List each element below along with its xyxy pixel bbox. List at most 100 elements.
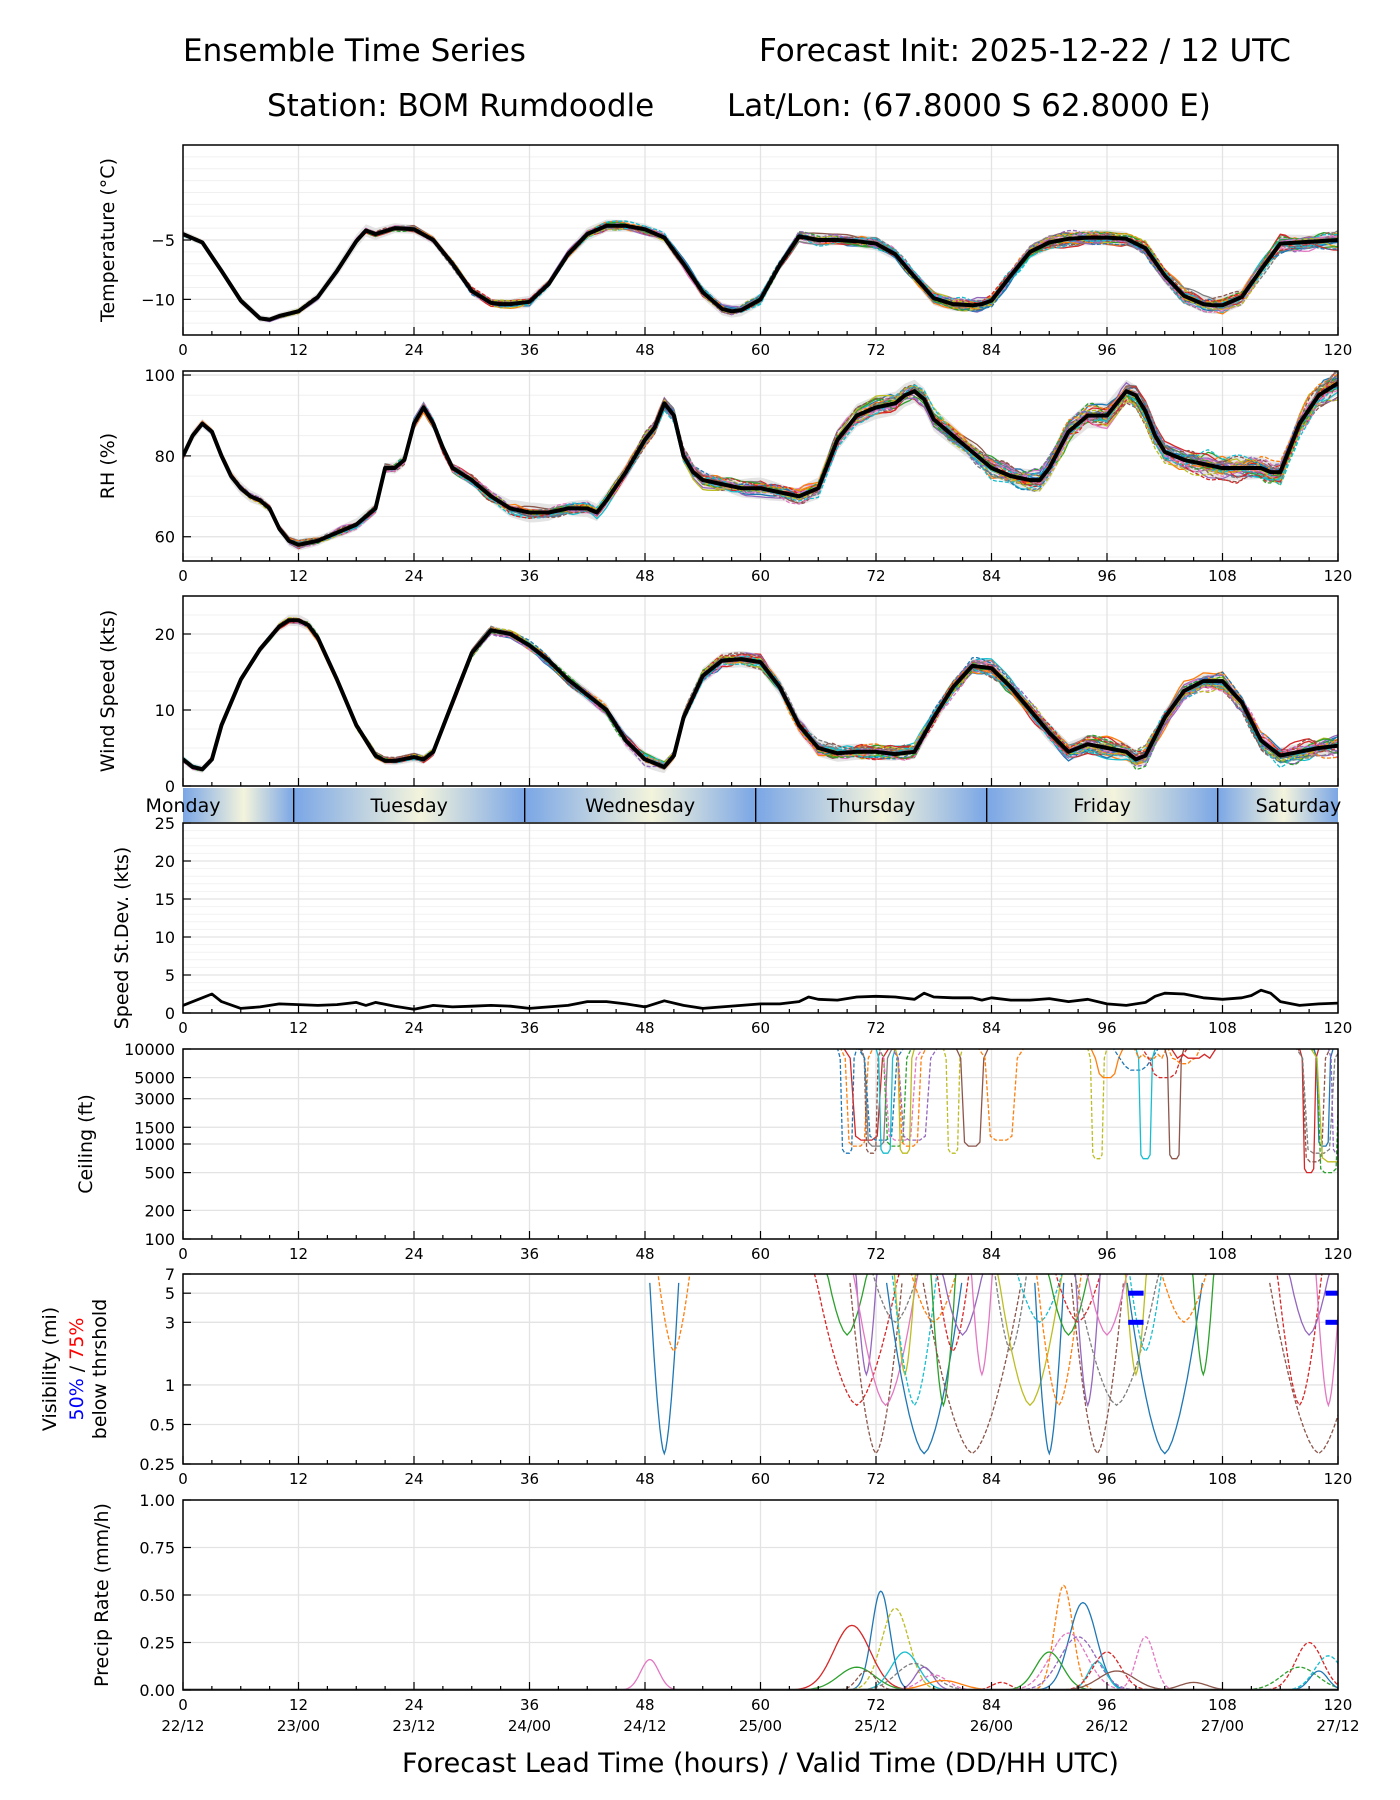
ceiling-member-line — [1090, 1049, 1124, 1079]
visibility-member-line — [826, 1274, 868, 1336]
x-valid-time-label: 23/12 — [392, 1717, 435, 1735]
chart-title: Ensemble Time Series — [183, 33, 526, 69]
y-tick-label: 0 — [165, 777, 175, 796]
x-tick-label: 12 — [289, 1470, 308, 1488]
day-label: Tuesday — [370, 795, 448, 817]
visibility-member-line — [1086, 1274, 1128, 1336]
day-band — [183, 788, 294, 822]
stdev-line — [182, 988, 1339, 1011]
ceiling-member-line — [878, 1049, 912, 1147]
wind_speed-series — [183, 614, 1338, 774]
temperature-panel: −10 −5 0 12 24 36 48 60 72 84 96 108 120 Temperature … — [97, 144, 1353, 359]
visibility-member-line — [997, 1274, 1063, 1407]
visibility-member-line — [1016, 1274, 1063, 1324]
x-tick-label: 12 — [289, 1245, 308, 1263]
x-tick-label: 96 — [1097, 1245, 1116, 1263]
x-tick-label: 36 — [520, 1470, 539, 1488]
visibility-series — [649, 1274, 1338, 1456]
ceiling-member-line — [836, 1049, 858, 1154]
x-tick-label: 24 — [404, 567, 423, 585]
ceiling-member-line — [840, 1049, 874, 1147]
x-tick-label: 24 — [404, 1245, 423, 1263]
latlon-label: Lat/Lon: (67.8000 S 62.8000 E) — [727, 88, 1211, 124]
x-tick-label: 36 — [520, 1696, 539, 1714]
x-tick-label: 120 — [1324, 341, 1353, 359]
x-tick-label: 0 — [178, 567, 188, 585]
day-band — [524, 788, 756, 822]
wind_speed-ylabel: Wind Speed (kts) — [97, 610, 119, 773]
precip-member-line — [1235, 1666, 1338, 1690]
y-tick-label: −10 — [141, 290, 175, 309]
y-tick-label: 1000 — [134, 1135, 175, 1154]
visibility-panel: 0.25 0.5 1 3 57 0 12 24 36 48 60 72 84 96 108 120 Visibi… — [39, 1265, 1352, 1488]
visibility-member-line — [813, 1274, 900, 1407]
x-tick-label: 12 — [289, 1019, 308, 1037]
x-tick-label: 48 — [635, 1019, 654, 1037]
ceiling-member-line — [1310, 1049, 1338, 1163]
x-tick-label: 96 — [1097, 567, 1116, 585]
x-tick-label: 36 — [520, 1019, 539, 1037]
x-tick-label: 72 — [866, 1245, 885, 1263]
visibility-member-line — [657, 1274, 691, 1353]
x-tick-label: 60 — [751, 1019, 770, 1037]
x-tick-label: 84 — [982, 341, 1001, 359]
ceiling-member-line — [1167, 1049, 1201, 1065]
x-valid-time-label: 25/00 — [739, 1717, 782, 1735]
x-tick-label: 12 — [289, 341, 308, 359]
temperature-mean-line — [183, 223, 1338, 322]
visibility-member-line — [849, 1282, 903, 1455]
ceiling-ylabel: Ceiling (ft) — [75, 1094, 97, 1194]
y-tick-label: 5000 — [134, 1069, 175, 1088]
precip-member-line — [847, 1607, 944, 1690]
visibility-member-line — [1276, 1274, 1323, 1407]
day-label: Monday — [145, 795, 220, 817]
rh-mean-line — [183, 381, 1338, 547]
x-valid-time-label: 24/00 — [508, 1717, 551, 1735]
precip-member-line — [1058, 1651, 1156, 1690]
x-tick-label: 108 — [1208, 567, 1237, 585]
ceiling-member-line — [1164, 1049, 1185, 1160]
precip_rate-series — [183, 1584, 1338, 1690]
ceiling-member-line — [1327, 1049, 1338, 1154]
y-tick-label: 0.5 — [150, 1415, 175, 1434]
ceiling-member-line — [1087, 1049, 1108, 1160]
y-tick-label: 80 — [155, 447, 175, 466]
x-tick-label: 24 — [404, 341, 423, 359]
ceiling-member-line — [1295, 1049, 1338, 1154]
precip-member-line — [1013, 1636, 1143, 1690]
x-tick-label: 36 — [520, 567, 539, 585]
x-tick-label: 84 — [982, 1019, 1001, 1037]
x-tick-label: 96 — [1097, 1696, 1116, 1714]
x-tick-label: 0 — [178, 1245, 188, 1263]
x-tick-label: 96 — [1097, 1470, 1116, 1488]
visibility-member-line — [1288, 1274, 1330, 1336]
rh-ylabel: RH (%) — [97, 433, 119, 499]
visibility-ylabel: Visibility (mi) — [39, 1307, 61, 1431]
precip-member-line — [1286, 1670, 1338, 1690]
x-tick-label: 48 — [635, 1470, 654, 1488]
visibility-member-line — [1124, 1274, 1148, 1377]
precip-member-line — [1261, 1641, 1338, 1690]
x-tick-label: 24 — [404, 1696, 423, 1714]
threshold-slash: / — [66, 1360, 88, 1378]
y-tick-label: 15 — [155, 890, 175, 909]
x-tick-label: 48 — [635, 341, 654, 359]
ceiling-member-line — [1141, 1049, 1188, 1079]
threshold-percent-label: 50% / 75% — [66, 1318, 88, 1421]
temperature-series — [183, 219, 1338, 323]
ceiling-member-line — [1170, 1049, 1217, 1060]
precip-member-line — [1004, 1632, 1133, 1690]
visibility-member-line — [1161, 1274, 1207, 1324]
ceiling-member-line — [955, 1049, 989, 1147]
visibility-member-line — [1047, 1274, 1090, 1336]
wind_speed-panel: 0 10 20 Wind Speed (kts) — [97, 595, 1339, 796]
precip-member-line — [850, 1662, 979, 1690]
precip-ylabel: Precip Rate (mm/h) — [91, 1503, 113, 1687]
x-tick-label: 72 — [866, 1696, 885, 1714]
x-valid-time-label: 26/12 — [1085, 1717, 1128, 1735]
threshold-below-label: below thrshold — [89, 1299, 111, 1439]
x-tick-label: 108 — [1208, 1019, 1237, 1037]
x-tick-label: 72 — [866, 1470, 885, 1488]
x-tick-label: 108 — [1208, 1245, 1237, 1263]
